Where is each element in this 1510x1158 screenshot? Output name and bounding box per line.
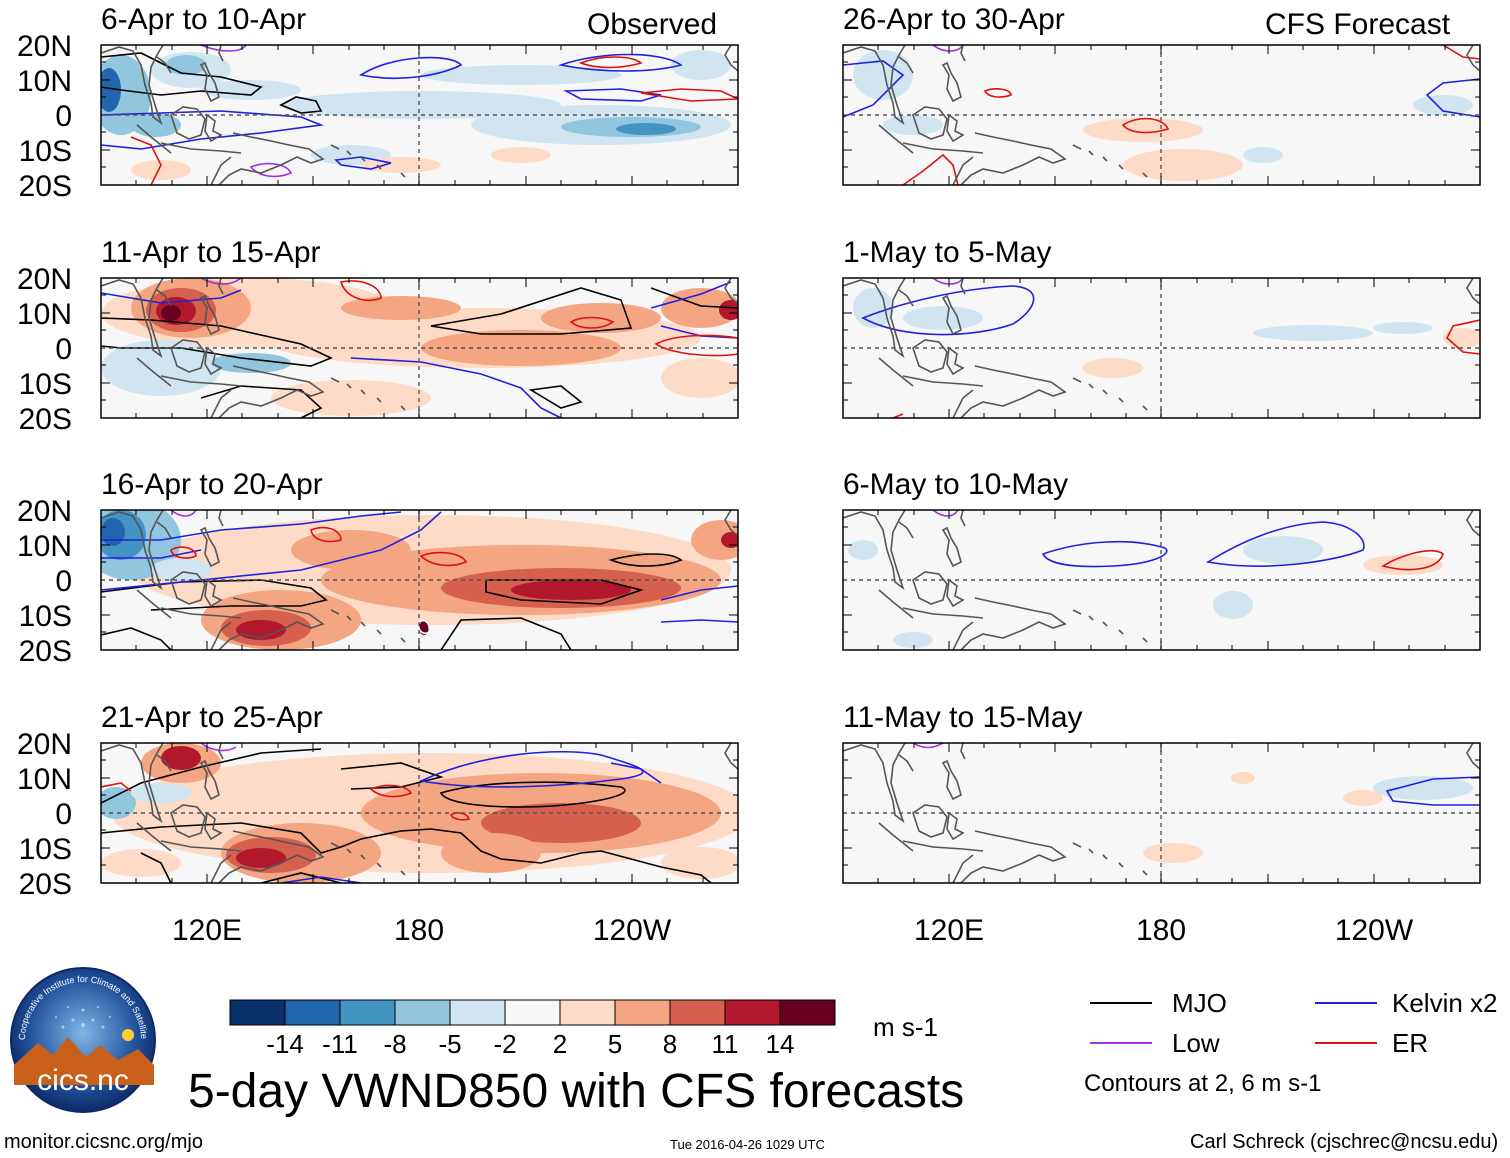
lat-label: 20S: [19, 868, 72, 901]
lat-label: 10N: [17, 298, 72, 331]
panel-fc-4: [842, 742, 1481, 884]
colorbar-tick-label: -8: [383, 1029, 406, 1059]
lon-label: 180: [394, 914, 444, 947]
colorbar-tick-label: 11: [712, 1029, 739, 1059]
panel-fc-2: [842, 277, 1481, 419]
colorbar-swatch: [614, 999, 671, 1026]
colorbar-tick-label: -14: [266, 1029, 304, 1059]
panel-fc-3: [842, 509, 1481, 651]
lon-label: 120W: [1335, 914, 1414, 947]
panel-title-fc-1: 26-Apr to 30-Apr: [843, 3, 1065, 36]
lat-label: 10S: [19, 600, 72, 633]
panel-title-obs-1: 6-Apr to 10-Apr: [101, 3, 307, 36]
colorbar-swatch: [284, 999, 341, 1026]
colorbar-swatch: [339, 999, 396, 1026]
lat-label: 20S: [19, 170, 72, 203]
colorbar: -14 -11 -8 -5 -2 2 5 8 11 14: [229, 999, 836, 1059]
panel-obs-4: [100, 742, 739, 884]
lat-label: 0: [55, 100, 72, 133]
lat-label: 20S: [19, 403, 72, 436]
lat-label: 20N: [17, 263, 72, 296]
colorbar-tick-label: 5: [608, 1029, 622, 1059]
panel-obs-1: [100, 44, 739, 186]
lat-label: 20N: [17, 30, 72, 63]
lat-label: 0: [55, 798, 72, 831]
footer-website: monitor.cicsnc.org/mjo: [4, 1131, 203, 1153]
colorbar-tick-label: 2: [553, 1029, 567, 1059]
legend-note: Contours at 2, 6 m s-1: [1084, 1070, 1321, 1095]
colorbar-tick-label: -11: [322, 1029, 358, 1059]
lat-label: 20S: [19, 635, 72, 668]
panel-title-obs-3: 16-Apr to 20-Apr: [101, 468, 323, 501]
panel-title-obs-2: 11-Apr to 15-Apr: [101, 236, 321, 269]
colorbar-swatch: [559, 999, 616, 1026]
lat-label: 10N: [17, 530, 72, 563]
panel-obs-3: [100, 509, 739, 651]
panel-title-fc-3: 6-May to 10-May: [843, 468, 1069, 501]
lat-label: 20N: [17, 495, 72, 528]
map-panels: 20N 10N 0 10S 20S 20N 10N 0 10S 20S 20N …: [17, 30, 1481, 947]
colorbar-swatch: [449, 999, 506, 1026]
colorbar-swatch: [504, 999, 561, 1026]
logo-text: cics.nc: [37, 1064, 129, 1097]
colorbar-swatch: [229, 999, 286, 1026]
colorbar-tick-label: -5: [438, 1029, 461, 1059]
cfs-forecast-header: CFS Forecast: [1265, 8, 1451, 41]
lon-label: 120E: [914, 914, 984, 947]
colorbar-swatch: [724, 999, 781, 1026]
colorbar-tick-label: -2: [493, 1029, 516, 1059]
legend-label-kelvin: Kelvin x2: [1392, 988, 1498, 1018]
panel-title-obs-4: 21-Apr to 25-Apr: [101, 701, 323, 734]
footer-timestamp: Tue 2016-04-26 1029 UTC: [670, 1137, 825, 1152]
legend-label-er: ER: [1392, 1028, 1428, 1058]
colorbar-units: m s-1: [873, 1012, 938, 1042]
lon-label: 120E: [172, 914, 242, 947]
colorbar-swatch: [779, 999, 836, 1026]
legend: MJO Kelvin x2 Low ER Contours at 2, 6 m …: [1084, 988, 1498, 1095]
panel-obs-2: [100, 277, 739, 419]
panel-title-fc-4: 11-May to 15-May: [843, 701, 1083, 734]
lat-label: 10N: [17, 65, 72, 98]
cics-logo: Cooperative Institute for Climate and Sa…: [8, 965, 156, 1113]
lat-label: 10S: [19, 368, 72, 401]
lat-label: 10S: [19, 135, 72, 168]
colorbar-tick-label: 14: [766, 1029, 795, 1059]
lat-label: 10S: [19, 833, 72, 866]
colorbar-tick-label: 8: [663, 1029, 677, 1059]
observed-header: Observed: [587, 8, 718, 41]
panel-fc-1: [842, 44, 1481, 186]
lat-label: 10N: [17, 763, 72, 796]
lat-label: 0: [55, 333, 72, 366]
colorbar-swatch: [394, 999, 451, 1026]
colorbar-swatch: [669, 999, 726, 1026]
lat-label: 0: [55, 565, 72, 598]
footer-author: Carl Schreck (cjschrec@ncsu.edu): [1190, 1131, 1499, 1153]
lat-label: 20N: [17, 728, 72, 761]
main-title: 5-day VWND850 with CFS forecasts: [188, 1065, 965, 1118]
lon-label: 120W: [593, 914, 672, 947]
legend-label-mjo: MJO: [1172, 988, 1227, 1018]
lon-label: 180: [1136, 914, 1186, 947]
legend-label-low: Low: [1172, 1028, 1220, 1058]
panel-title-fc-2: 1-May to 5-May: [843, 236, 1052, 269]
